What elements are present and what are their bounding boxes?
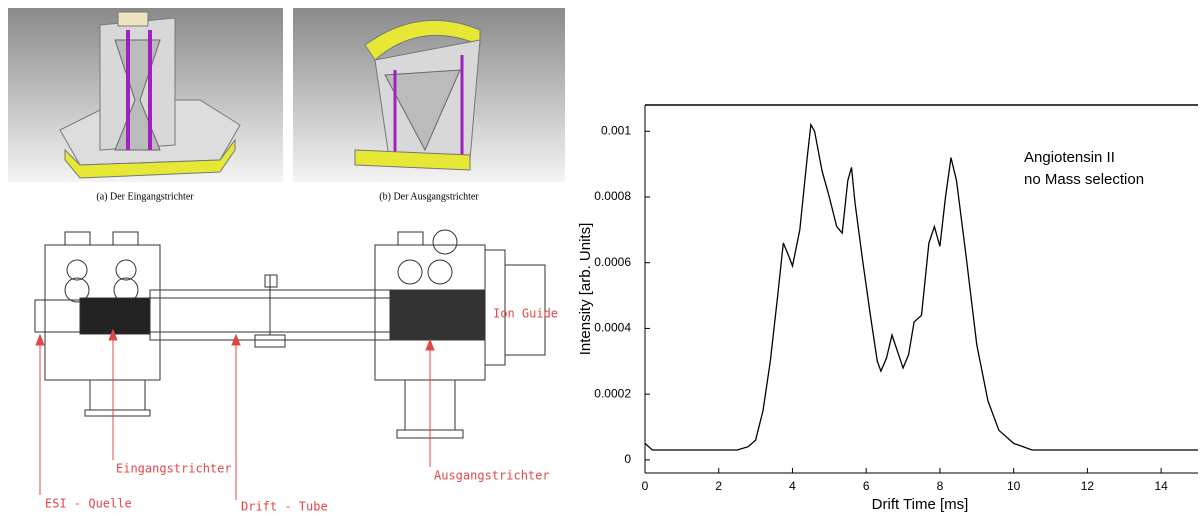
render-a — [8, 8, 283, 182]
label-esi: ESI - Quelle — [45, 497, 132, 511]
label-ion-guide: Ion Guide — [493, 307, 558, 321]
y-tick-label: 0 — [624, 452, 631, 466]
y-axis-label: Intensity [arb. Units] — [577, 223, 594, 356]
x-tick-label: 0 — [642, 479, 649, 493]
x-tick-label: 14 — [1154, 479, 1168, 493]
x-tick-label: 10 — [1007, 479, 1021, 493]
label-drift: Drift - Tube — [241, 500, 328, 514]
annotation: no Mass selection — [1024, 171, 1144, 188]
x-tick-label: 4 — [789, 479, 796, 493]
chart: Drift Time [ms] Intensity [arb. Units] A… — [577, 104, 1198, 513]
label-entrance: Eingangstrichter — [116, 462, 232, 476]
x-tick-label: 2 — [715, 479, 722, 493]
caption-a: (a) Der Eingangstrichter — [96, 191, 194, 202]
drawing-arrows — [35, 328, 435, 500]
y-tick-label: 0.0002 — [594, 386, 631, 400]
technical-drawing — [34, 229, 546, 439]
y-tick-label: 0.0004 — [594, 321, 631, 335]
caption-b: (b) Der Ausgangstrichter — [379, 191, 479, 202]
y-tick-label: 0.0008 — [594, 189, 631, 203]
render-b — [293, 8, 565, 182]
annotation: Angiotensin II — [1024, 149, 1115, 166]
y-tick-label: 0.0006 — [594, 255, 631, 269]
x-tick-label: 8 — [937, 479, 944, 493]
x-axis-label: Drift Time [ms] — [872, 496, 969, 513]
label-exit: Ausgangstrichter — [434, 469, 550, 483]
x-tick-label: 12 — [1081, 479, 1095, 493]
x-tick-label: 6 — [863, 479, 870, 493]
y-tick-label: 0.001 — [601, 123, 631, 137]
data-line — [644, 122, 1198, 451]
